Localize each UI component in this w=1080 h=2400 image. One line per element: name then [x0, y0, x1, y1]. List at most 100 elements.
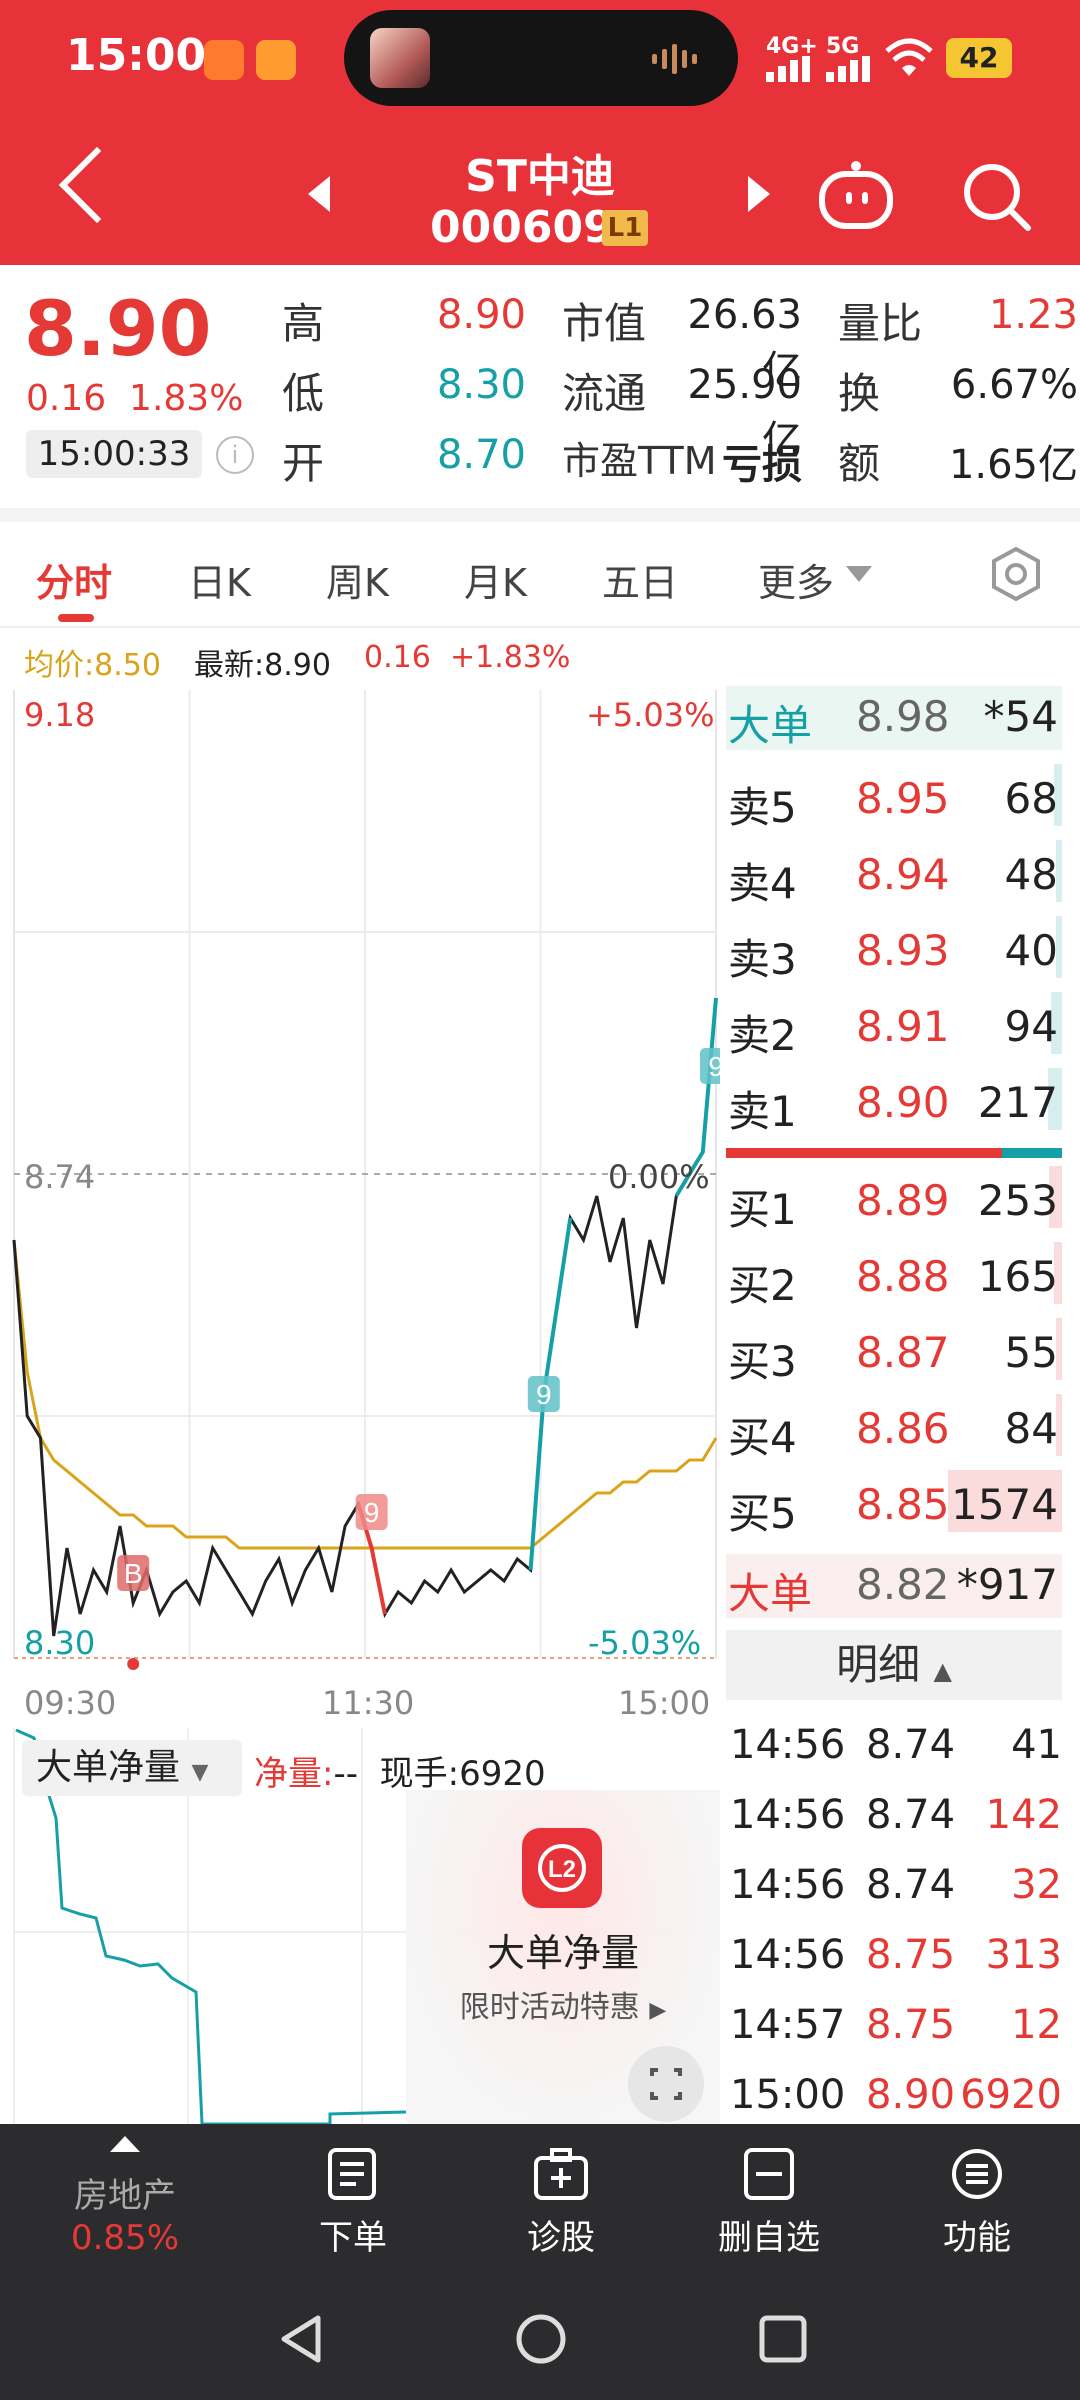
bid-row[interactable]: 买4 8.86 84 [726, 1394, 1062, 1466]
float-label: 流通 [562, 369, 647, 418]
tick-price: 8.75 [866, 1932, 956, 1978]
tab-more[interactable]: 更多 [758, 561, 835, 605]
tab-daily-k[interactable]: 日K [188, 561, 251, 605]
avg-price: 均价:8.50 [24, 648, 161, 683]
signal-marker-9[interactable]: 9 [536, 1379, 552, 1410]
bid-volume-bar [1056, 1394, 1062, 1456]
signal-marker-9[interactable]: 9 [364, 1497, 380, 1528]
info-icon[interactable]: i [216, 436, 254, 474]
bid-label: 买1 [728, 1185, 797, 1234]
settings-hex-icon[interactable] [988, 546, 1044, 602]
ask-row[interactable]: 卖5 8.95 68 [726, 764, 1062, 836]
dynamic-island[interactable] [344, 10, 738, 106]
expand-icon [650, 2068, 682, 2100]
ask-label: 卖4 [728, 859, 797, 908]
diagnose-button[interactable]: 诊股 [476, 2124, 646, 2274]
tab-monthly-k[interactable]: 月K [464, 561, 527, 605]
prev-stock-button[interactable] [308, 176, 330, 212]
order-form-icon [328, 2148, 376, 2200]
y-mid-label: 8.74 [24, 1158, 96, 1196]
robot-assistant-icon[interactable] [816, 160, 896, 232]
bid-volume: 84 [1004, 1404, 1058, 1453]
bid-label: 买4 [728, 1413, 797, 1462]
last-price: 8.90 [24, 284, 212, 373]
order-button[interactable]: 下单 [268, 2124, 438, 2274]
signal-marker-9[interactable]: 9 [708, 1051, 720, 1082]
functions-button[interactable]: 功能 [892, 2124, 1062, 2274]
promo-title[interactable]: 大单净量 [486, 1931, 639, 1975]
ask-volume: 217 [977, 1078, 1058, 1127]
minus-box-icon [744, 2148, 794, 2200]
top-header: 15:00 4G+ 5G 42 ST中迪 [0, 0, 1080, 265]
promo-sub-text: 限时活动特惠 [459, 1990, 640, 2025]
big-buy-row[interactable]: 大单 8.82 *917 [726, 1554, 1062, 1618]
ask-volume: 68 [1004, 774, 1058, 823]
tick-time: 14:56 [730, 1862, 846, 1908]
media-avatar-icon [370, 28, 430, 88]
ask-row[interactable]: 卖4 8.94 48 [726, 840, 1062, 912]
l2-badge-icon[interactable]: L2 [522, 1828, 602, 1908]
ask-price: 8.94 [856, 850, 950, 899]
open-value: 8.70 [436, 432, 526, 478]
system-nav-bar [0, 2274, 1080, 2400]
tick-price: 8.90 [866, 2072, 956, 2118]
ask-row[interactable]: 卖2 8.91 94 [726, 992, 1062, 1064]
latest-price: 最新:8.90 [194, 648, 331, 683]
big-sell-row[interactable]: 大单 8.98 *54 [726, 686, 1062, 750]
tab-weekly-k[interactable]: 周K [326, 561, 389, 605]
network-4g: 4G+ [766, 34, 818, 59]
tick-volume: 313 [985, 1932, 1062, 1978]
remove-watchlist-button[interactable]: 删自选 [684, 2124, 854, 2274]
nav-recents-icon[interactable] [758, 2314, 808, 2364]
tab-five-day[interactable]: 五日 [602, 561, 679, 605]
change-pct: 1.83% [129, 378, 244, 419]
net-info: 净量:-- 现手:6920 [254, 1746, 546, 1795]
sector-button[interactable]: 房地产 0.85% [40, 2124, 210, 2274]
bid-volume-bar [1056, 1318, 1062, 1380]
ask-volume: 48 [1004, 850, 1058, 899]
buy-signal-marker[interactable]: B [124, 1558, 143, 1589]
big-sell-vol: *54 [983, 692, 1058, 741]
bid-volume: 1574 [951, 1480, 1058, 1529]
tick-time: 14:56 [730, 1932, 846, 1978]
tick-volume: 41 [1011, 1722, 1062, 1768]
chevron-right-icon: ▶ [649, 1998, 667, 2023]
bid-row[interactable]: 买3 8.87 55 [726, 1318, 1062, 1390]
indicator-selector[interactable]: 大单净量 ▼ [22, 1740, 242, 1796]
expand-button[interactable] [628, 2046, 704, 2122]
tick-volume: 142 [985, 1792, 1062, 1838]
change-value: 0.16 [26, 378, 107, 419]
menu-circle-icon [952, 2149, 1002, 2199]
bid-row[interactable]: 买2 8.88 165 [726, 1242, 1062, 1314]
buy-point-dot [127, 1658, 140, 1670]
ask-label: 卖3 [728, 935, 797, 984]
pct-mid-label: 0.00% [608, 1158, 710, 1196]
promo-subtitle[interactable]: 限时活动特惠 ▶ [406, 1982, 720, 2026]
high-value: 8.90 [436, 292, 526, 338]
next-stock-button[interactable] [748, 176, 770, 212]
tick-detail-header[interactable]: 明细 ▲ [726, 1630, 1062, 1700]
ask-row[interactable]: 卖3 8.93 40 [726, 916, 1062, 988]
intraday-chart[interactable]: B 9 9 9 [0, 680, 720, 1728]
low-value: 8.30 [436, 362, 526, 408]
ask-price: 8.90 [856, 1078, 950, 1127]
pct-max-label: +5.03% [586, 696, 715, 734]
x-label-mid: 11:30 [322, 1684, 415, 1722]
nav-back-icon[interactable] [278, 2314, 324, 2364]
tick-volume: 6920 [960, 2072, 1062, 2118]
tab-indicator [58, 614, 94, 622]
tabs-border [0, 626, 1080, 628]
search-icon[interactable] [960, 160, 1032, 232]
ask-volume-bar [1048, 1068, 1062, 1130]
battery-indicator: 42 [946, 38, 1012, 78]
ask-row[interactable]: 卖1 8.90 217 [726, 1068, 1062, 1140]
bid-row[interactable]: 买1 8.89 253 [726, 1166, 1062, 1238]
tab-intraday[interactable]: 分时 [36, 561, 113, 605]
tick-row: 14:56 8.74 32 [730, 1862, 1062, 1922]
nav-home-icon[interactable] [514, 2312, 568, 2366]
signal-icon [826, 56, 870, 82]
y-min-label: 8.30 [24, 1624, 96, 1662]
mktcap-label: 市值 [562, 299, 647, 348]
tick-row: 15:00 8.90 6920 [730, 2072, 1062, 2132]
bid-row[interactable]: 买5 8.85 1574 [726, 1470, 1062, 1542]
